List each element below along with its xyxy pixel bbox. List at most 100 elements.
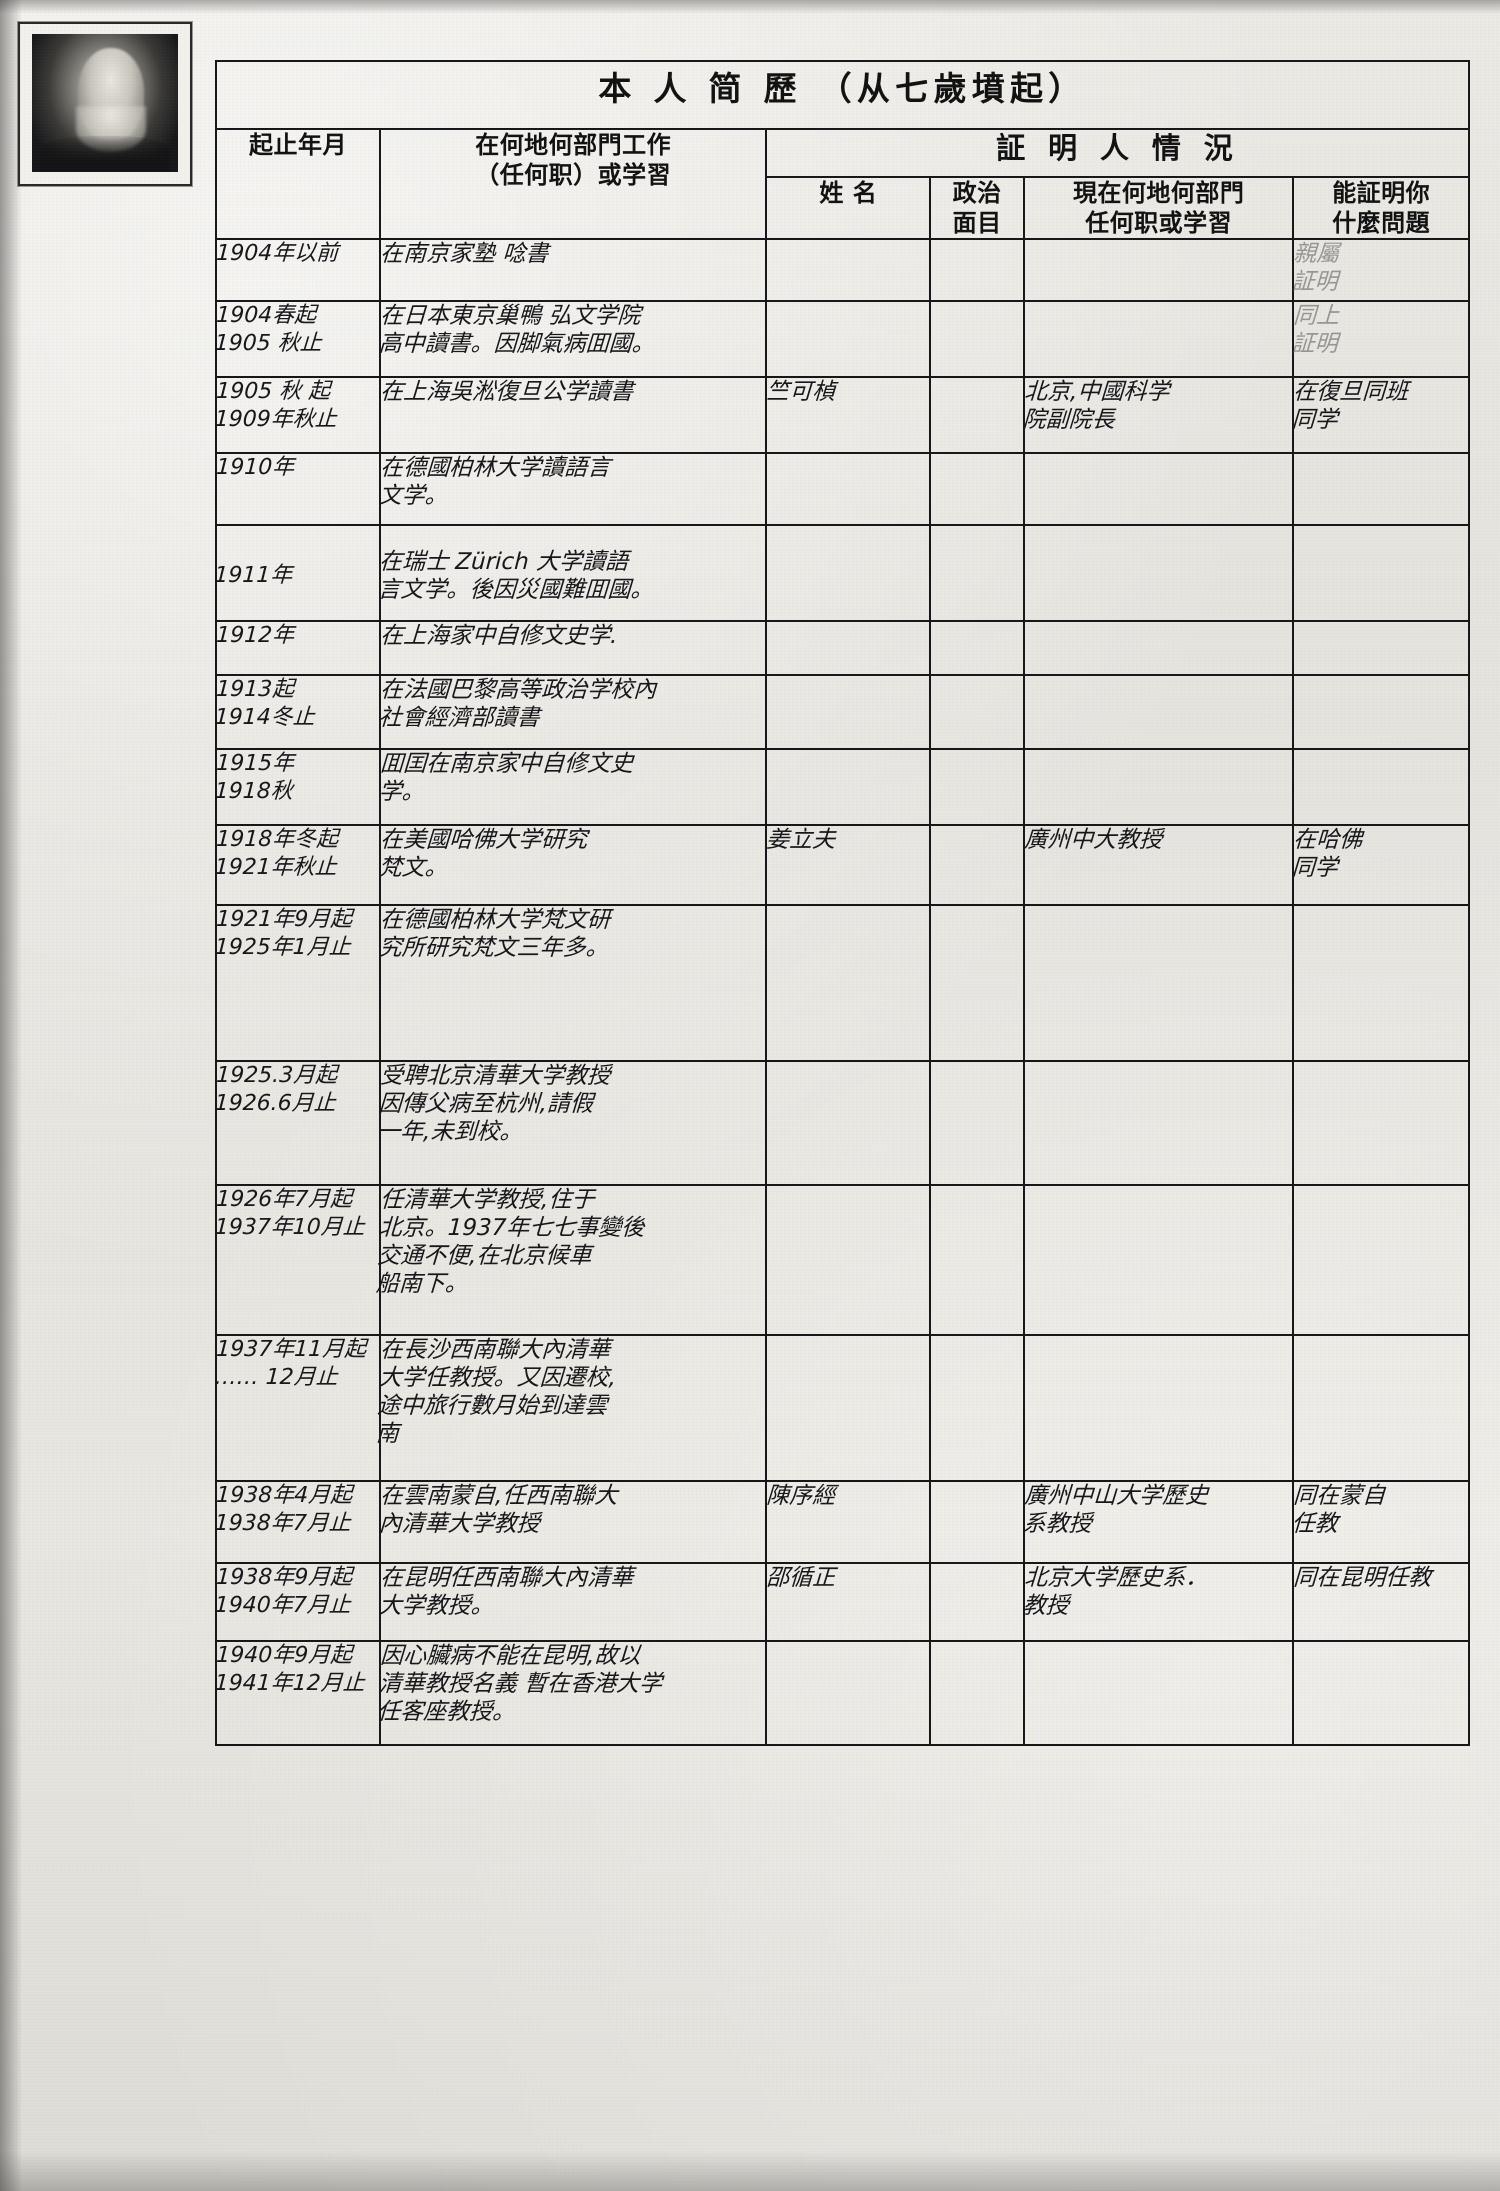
cell-period: 1913起 1914冬止 [212, 675, 380, 749]
cell-work: 在南京家塾 唸書 [376, 239, 767, 301]
cell-work: 在雲南蒙自,任西南聯大 內清華大学教授 [375, 1481, 767, 1563]
table-row: 1921年9月起 1925年1月止 在德國柏林大学梵文研 究所研究梵文三年多。 [207, 905, 1469, 1061]
cell-period: 1926年7月起 1937年10月止 [208, 1185, 380, 1335]
cell-prove-what [1289, 453, 1469, 525]
header-current-post: 現在何地何部門 任何职或学習 [1022, 176, 1295, 240]
cell-current-post: 北京大学歷史系． 教授 [1019, 1563, 1294, 1641]
cell-political [927, 621, 1024, 675]
cell-prove-what [1285, 1335, 1469, 1481]
cell-current-post [1020, 453, 1294, 525]
cell-work: 在長沙西南聯大內清華 大学任教授。又因遷校, 途中旅行數月始到達雲 南 [372, 1335, 767, 1481]
table-row: 1937年11月起 …… 12月止 在長沙西南聯大內清華 大学任教授。又因遷校,… [208, 1335, 1469, 1481]
cell-political [926, 301, 1024, 377]
cell-prove-what [1285, 1185, 1469, 1335]
cell-name [763, 621, 931, 675]
header-work: 在何地何部門工作 （任何职）或学習 [378, 128, 768, 240]
cell-name: 姜立夫 [762, 825, 931, 905]
cell-current-post [1015, 905, 1294, 1061]
cell-name [762, 301, 931, 377]
cell-prove-what: 親屬 証明 [1290, 239, 1469, 301]
cell-current-post: 北京,中國科学 院副院長 [1019, 377, 1294, 453]
header-name: 姓 名 [765, 176, 932, 240]
cell-current-post: 廣州中大教授 [1019, 825, 1294, 905]
table-row: 1925.3月起 1926.6月止 受聘北京清華大学教授 因傳父病至杭州,請假 … [209, 1061, 1469, 1185]
cell-political [927, 239, 1024, 301]
cell-prove-what [1285, 905, 1469, 1061]
cell-period: 1905 秋 起 1909年秋止 [212, 377, 380, 453]
page-edge-shadow-top [0, 0, 1500, 14]
cell-period: 1925.3月起 1926.6月止 [209, 1061, 380, 1185]
cell-current-post [1019, 301, 1294, 377]
cell-political [922, 1335, 1024, 1481]
cell-current-post [1020, 239, 1294, 301]
cell-current-post [1016, 1185, 1294, 1335]
cell-current-post [1019, 749, 1294, 825]
cell-prove-what: 在復旦同班 同学 [1289, 377, 1469, 453]
cell-period: 1937年11月起 …… 12月止 [208, 1335, 380, 1481]
cell-political [926, 675, 1024, 749]
header-period: 起止年月 [215, 128, 381, 240]
cell-work: 囬囯在南京家中自修文史 学。 [375, 749, 767, 825]
table-row: 1940年9月起 1941年12月止 因心臟病不能在昆明,故以 清華教授名義 暫… [210, 1641, 1469, 1745]
cell-name [763, 239, 931, 301]
cell-prove-what [1286, 1061, 1469, 1185]
cell-work: 受聘北京清華大学教授 因傳父病至杭州,請假 一年,未到校。 [373, 1061, 767, 1185]
header-prove-what: 能証明你 什麼問題 [1292, 176, 1470, 240]
cell-prove-what: 在哈佛 同学 [1289, 825, 1469, 905]
cell-political [923, 1061, 1024, 1185]
cell-name [762, 675, 931, 749]
cell-work: 在美國哈佛大学研究 梵文。 [375, 825, 767, 905]
cell-political [926, 749, 1024, 825]
cell-prove-what [1289, 749, 1469, 825]
cell-work: 在上海家中自修文史学. [377, 621, 767, 675]
cell-period: 1918年冬起 1921年秋止 [211, 825, 380, 905]
cell-work: 因心臟病不能在昆明,故以 清華教授名義 暫在香港大学 任客座教授。 [374, 1641, 767, 1745]
cell-current-post [1020, 675, 1294, 749]
cell-work: 在德國柏林大学梵文研 究所研究梵文三年多。 [371, 905, 767, 1061]
table-row: 1912年 在上海家中自修文史学. [213, 621, 1469, 675]
header-sub-row: 姓 名 政治 面目 現在何地何部門 任何职或学習 能証明你 什麼問題 [216, 176, 1470, 240]
cell-current-post [1018, 1641, 1294, 1745]
table-row: 1910年 在德國柏林大学讀語言 文学。 [212, 453, 1469, 525]
table-row: 1904年以前 在南京家塾 唸書 親屬 証明 [212, 239, 1469, 301]
cell-period: 1938年4月起 1938年7月止 [211, 1481, 380, 1563]
cell-work: 在法國巴黎高等政治学校內 社會經濟部讀書 [376, 675, 767, 749]
cell-period: 1938年9月起 1940年7月止 [211, 1563, 380, 1641]
table-row: 1915年 1918秋 囬囯在南京家中自修文史 学。 [212, 749, 1469, 825]
header-group-row: 起止年月 在何地何部門工作 （任何职）或学習 証 明 人 情 況 [215, 128, 1470, 240]
cell-period: 1904年以前 [212, 239, 380, 301]
form-title: 本 人 简 歷 （从七歲墳起） [215, 60, 1470, 130]
cell-political [926, 377, 1024, 453]
table-row: 1904春起 1905 秋止 在日本東京巢鴨 弘文学院 高中讀書。因脚氣病囬國。… [212, 301, 1469, 377]
cell-name [762, 749, 931, 825]
cell-current-post [1018, 525, 1294, 621]
cell-period: 1904春起 1905 秋止 [212, 301, 380, 377]
table-row: 1918年冬起 1921年秋止 在美國哈佛大学研究 梵文。 姜立夫 廣州中大教授… [211, 825, 1469, 905]
cell-current-post: 廣州中山大学歷史 系教授 [1019, 1481, 1294, 1563]
cell-prove-what [1290, 621, 1469, 675]
cell-prove-what: 同在昆明任教 [1289, 1563, 1469, 1641]
cell-current-post [1021, 621, 1294, 675]
cell-work: 在昆明任西南聯大內清華 大学教授。 [375, 1563, 767, 1641]
cell-name: 竺可楨 [762, 377, 931, 453]
table-row: 1938年4月起 1938年7月止 在雲南蒙自,任西南聯大 內清華大学教授 陳序… [211, 1481, 1469, 1563]
cell-name [759, 1061, 931, 1185]
cell-name: 邵循正 [762, 1563, 931, 1641]
table-row: 1938年9月起 1940年7月止 在昆明任西南聯大內清華 大学教授。 邵循正 … [211, 1563, 1469, 1641]
cell-political [925, 1481, 1024, 1563]
table-row: 1926年7月起 1937年10月止 任清華大学教授,住于 北京。1937年七七… [208, 1185, 1469, 1335]
cell-period: 1911年 [210, 525, 380, 621]
table-row: 1911年 在瑞士 Zürich 大学讀語 言文学。後因災國難囬國。 [210, 525, 1469, 621]
cell-political [925, 525, 1024, 621]
photo-shoulders [40, 136, 170, 172]
title-row: 本 人 简 歷 （从七歲墳起） [215, 60, 1470, 130]
cell-period: 1940年9月起 1941年12月止 [210, 1641, 380, 1745]
cell-political [926, 1563, 1024, 1641]
cell-name [761, 525, 931, 621]
cell-prove-what [1287, 1641, 1469, 1745]
cell-prove-what [1288, 525, 1469, 621]
cell-name [758, 1335, 931, 1481]
resume-table: 本 人 简 歷 （从七歲墳起） 起止年月 在何地何部門工作 （任何职）或学習 証… [207, 60, 1470, 1746]
header-witness-group: 証 明 人 情 況 [765, 128, 1470, 178]
header-political: 政治 面目 [929, 176, 1025, 240]
